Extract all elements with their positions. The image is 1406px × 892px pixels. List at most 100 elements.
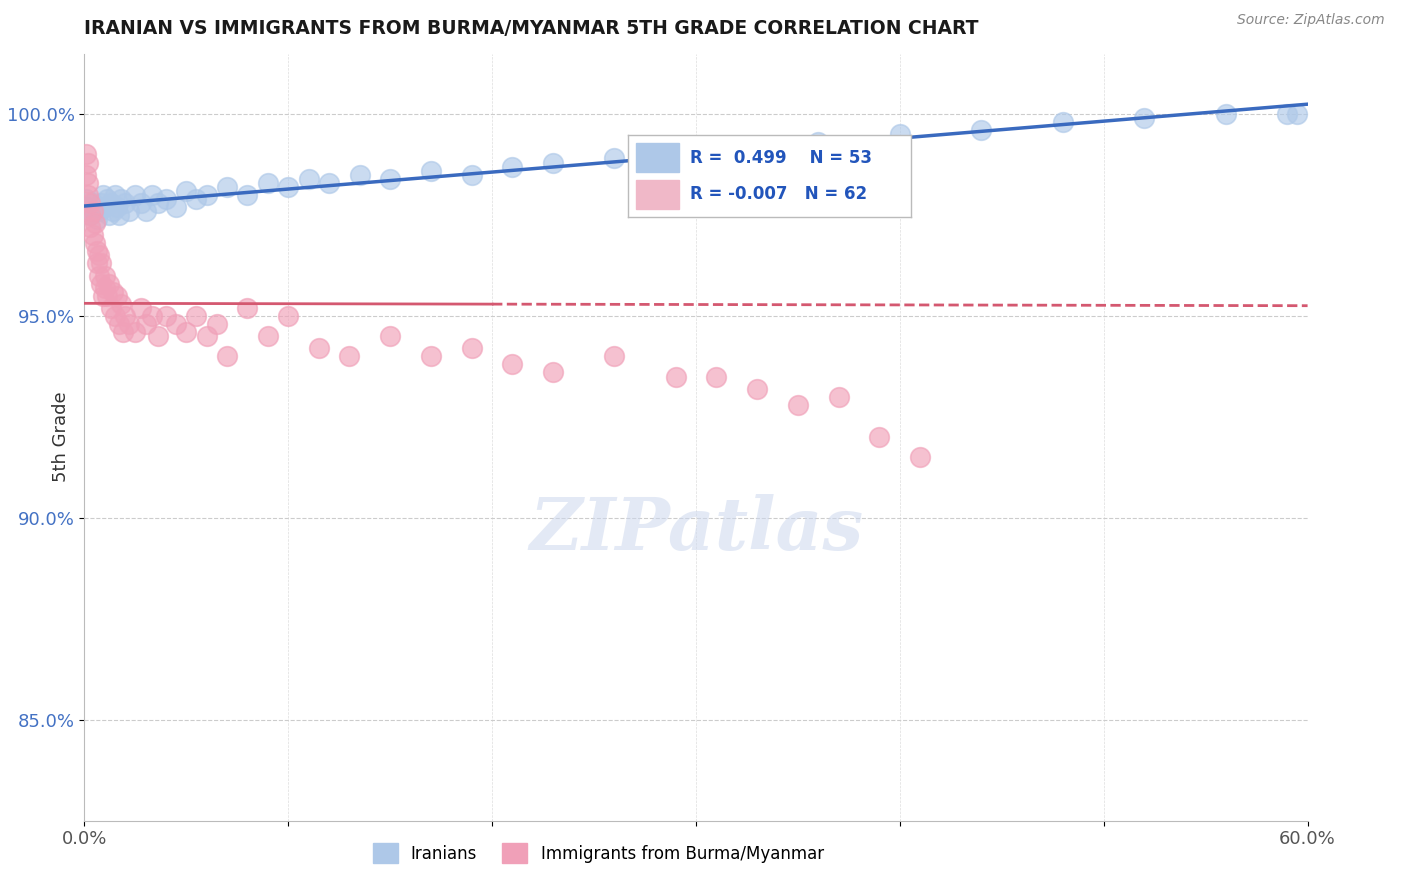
- Point: [96, 192, 118, 206]
- Point: [461, 341, 484, 355]
- Point: [86, 244, 108, 259]
- Point: [83, 216, 105, 230]
- Point: [257, 176, 280, 190]
- Point: [869, 430, 891, 444]
- Point: [828, 390, 851, 404]
- Point: [141, 309, 163, 323]
- Point: [96, 289, 118, 303]
- Point: [155, 192, 177, 206]
- Point: [910, 450, 932, 465]
- Point: [174, 184, 197, 198]
- Point: [114, 309, 136, 323]
- Point: [787, 398, 810, 412]
- Point: [131, 195, 153, 210]
- Text: R = -0.007   N = 62: R = -0.007 N = 62: [690, 185, 868, 202]
- Point: [105, 200, 128, 214]
- Point: [889, 128, 911, 142]
- Point: [141, 187, 163, 202]
- Point: [104, 187, 127, 202]
- Point: [79, 208, 101, 222]
- Point: [807, 136, 830, 150]
- Legend: Iranians, Immigrants from Burma/Myanmar: Iranians, Immigrants from Burma/Myanmar: [366, 836, 831, 870]
- Point: [118, 204, 141, 219]
- Point: [90, 195, 112, 210]
- Point: [100, 195, 122, 210]
- Point: [82, 195, 104, 210]
- Point: [83, 236, 105, 251]
- Text: Source: ZipAtlas.com: Source: ZipAtlas.com: [1237, 13, 1385, 28]
- Point: [77, 187, 100, 202]
- Text: IRANIAN VS IMMIGRANTS FROM BURMA/MYANMAR 5TH GRADE CORRELATION CHART: IRANIAN VS IMMIGRANTS FROM BURMA/MYANMAR…: [84, 19, 979, 38]
- Point: [1286, 107, 1309, 121]
- Point: [298, 171, 321, 186]
- Point: [1277, 107, 1299, 121]
- Point: [97, 277, 120, 291]
- Point: [461, 168, 484, 182]
- Point: [543, 366, 565, 380]
- Point: [217, 349, 239, 363]
- Point: [87, 248, 110, 262]
- Point: [420, 349, 443, 363]
- Bar: [637, 143, 679, 171]
- Point: [101, 285, 124, 299]
- Point: [79, 195, 101, 210]
- Point: [543, 155, 565, 169]
- Point: [146, 329, 169, 343]
- Point: [93, 268, 115, 283]
- Point: [277, 179, 299, 194]
- Point: [83, 204, 105, 219]
- Point: [236, 301, 259, 315]
- Point: [124, 187, 146, 202]
- Point: [97, 208, 120, 222]
- Point: [205, 317, 228, 331]
- Point: [502, 358, 524, 372]
- Point: [970, 123, 993, 137]
- Point: [91, 289, 114, 303]
- Point: [79, 208, 101, 222]
- Point: [114, 195, 136, 210]
- Text: ZIPatlas: ZIPatlas: [529, 493, 863, 565]
- Point: [217, 179, 239, 194]
- Y-axis label: 5th Grade: 5th Grade: [52, 392, 70, 483]
- Point: [277, 309, 299, 323]
- Point: [339, 349, 361, 363]
- Point: [86, 212, 108, 227]
- Point: [146, 195, 169, 210]
- Point: [75, 147, 97, 161]
- Point: [420, 163, 443, 178]
- Point: [135, 317, 157, 331]
- Point: [86, 256, 108, 270]
- Point: [93, 200, 115, 214]
- Point: [155, 309, 177, 323]
- Point: [186, 309, 208, 323]
- Point: [1215, 107, 1237, 121]
- Point: [603, 349, 626, 363]
- Point: [108, 317, 131, 331]
- Point: [174, 325, 197, 339]
- Point: [82, 228, 104, 243]
- Point: [725, 144, 748, 158]
- Point: [195, 187, 218, 202]
- Point: [93, 281, 115, 295]
- Point: [112, 325, 135, 339]
- Point: [87, 204, 110, 219]
- Point: [349, 168, 371, 182]
- Point: [124, 325, 146, 339]
- Point: [77, 176, 100, 190]
- Point: [82, 204, 104, 219]
- Point: [105, 289, 128, 303]
- Point: [502, 160, 524, 174]
- Point: [77, 200, 100, 214]
- Point: [131, 301, 153, 315]
- Point: [257, 329, 280, 343]
- Point: [110, 192, 132, 206]
- Point: [100, 301, 122, 315]
- Point: [308, 341, 330, 355]
- Point: [75, 192, 97, 206]
- Point: [665, 369, 688, 384]
- Point: [1052, 115, 1074, 129]
- Text: R =  0.499    N = 53: R = 0.499 N = 53: [690, 149, 872, 167]
- Point: [79, 220, 101, 235]
- Point: [603, 152, 626, 166]
- Point: [186, 192, 208, 206]
